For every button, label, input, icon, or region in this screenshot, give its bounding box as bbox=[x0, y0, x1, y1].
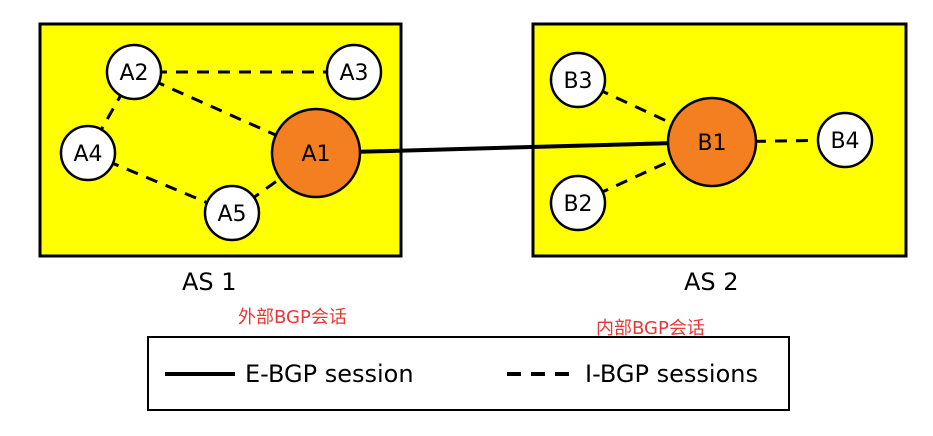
router-label: A1 bbox=[301, 142, 330, 167]
router-label: A3 bbox=[339, 61, 368, 86]
router-label: B4 bbox=[830, 129, 859, 154]
router-label: B1 bbox=[697, 131, 726, 156]
legend-ebgp-label: E-BGP session bbox=[245, 360, 414, 388]
router-circle bbox=[666, 96, 758, 188]
router-circle bbox=[59, 124, 117, 182]
router-a5: A5 bbox=[203, 184, 261, 242]
as-label-as1: AS 1 bbox=[182, 268, 237, 296]
router-circle bbox=[270, 107, 362, 199]
router-b3: B3 bbox=[549, 51, 607, 109]
router-a4: A4 bbox=[59, 124, 117, 182]
router-a2: A2 bbox=[105, 43, 163, 101]
router-b1: B1 bbox=[666, 96, 758, 188]
router-a3: A3 bbox=[325, 43, 383, 101]
legend-box bbox=[147, 336, 790, 411]
link-a2-a4 bbox=[86, 71, 136, 154]
router-label: B3 bbox=[563, 69, 592, 94]
router-label: B2 bbox=[563, 192, 592, 217]
router-b2: B2 bbox=[549, 174, 607, 232]
router-circle bbox=[816, 111, 874, 169]
routers: A1 A2 A3 A4 A5 B1 B2 B3 B4 bbox=[59, 43, 874, 242]
router-b4: B4 bbox=[816, 111, 874, 169]
router-label: A4 bbox=[73, 142, 102, 167]
router-circle bbox=[203, 184, 261, 242]
router-circle bbox=[105, 43, 163, 101]
as-label-as2: AS 2 bbox=[684, 268, 739, 296]
link-a1-b1 bbox=[315, 140, 713, 155]
router-circle bbox=[325, 43, 383, 101]
internal-session-annotation: 内部BGP会话 bbox=[596, 318, 705, 339]
router-label: A2 bbox=[119, 61, 148, 86]
router-label: A5 bbox=[217, 202, 246, 227]
router-a1: A1 bbox=[270, 107, 362, 199]
router-circle bbox=[549, 51, 607, 109]
legend-ibgp-label: I-BGP sessions bbox=[585, 360, 758, 388]
external-session-annotation: 外部BGP会话 bbox=[238, 307, 347, 328]
router-circle bbox=[549, 174, 607, 232]
